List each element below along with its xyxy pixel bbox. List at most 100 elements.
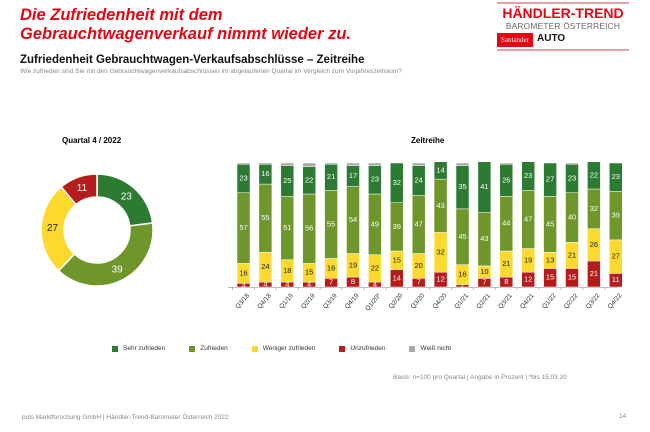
bar-value-label: 47 xyxy=(415,219,423,228)
bar-value-label: 18 xyxy=(283,266,291,275)
footer: puls Marktforschung GmbH | Händler-Trend… xyxy=(22,414,229,421)
bar-value-label: 4 xyxy=(285,280,289,289)
headline: Die Zufriedenheit mit dem Gebrauchtwagen… xyxy=(20,6,351,43)
bar-value-label: 7 xyxy=(417,278,421,287)
bar-value-label: 45 xyxy=(458,232,466,241)
bar-value-label: 7 xyxy=(329,278,333,287)
bar-value-label: 24 xyxy=(261,262,269,271)
bar-value-label: 15 xyxy=(546,273,554,282)
legend-swatch xyxy=(112,345,118,352)
question-text: Wie zufrieden sind Sie mit den Gebraucht… xyxy=(20,68,402,75)
legend-label: Weniger zufrieden xyxy=(262,345,316,352)
legend-label: Unzufrieden xyxy=(350,345,386,352)
donut-label: 39 xyxy=(112,264,124,275)
bar-value-label: 2 xyxy=(460,281,464,290)
bar-value-label: 23 xyxy=(239,173,247,182)
x-tick-label: Q4/19 xyxy=(344,292,361,310)
bar-value-label: 32 xyxy=(393,178,401,187)
logo-subtitle: BAROMETER ÖSTERREICH xyxy=(505,21,621,31)
bar-value-label: 21 xyxy=(568,250,576,259)
donut-label: 23 xyxy=(121,191,133,202)
legend-label: Sehr zufrieden xyxy=(123,345,166,352)
bar-value-label: 56 xyxy=(305,224,313,233)
x-tick-label: Q1/21 xyxy=(453,292,470,310)
bar-value-label: 15 xyxy=(305,268,313,277)
bar-value-label: 39 xyxy=(393,222,401,231)
logo-title: HÄNDLER-TREND xyxy=(497,2,629,21)
bar-value-label: 16 xyxy=(239,268,247,277)
bar-segment-sehr xyxy=(477,161,492,213)
x-tick-label: Q4/20 xyxy=(431,292,448,310)
subtitle: Zufriedenheit Gebrauchtwagen-Verkaufsabs… xyxy=(20,54,365,66)
bar-value-label: 11 xyxy=(612,275,620,284)
bar-value-label: 14 xyxy=(436,165,444,174)
legend-item-unzufrieden: Unzufrieden xyxy=(339,345,385,352)
donut-slice-zufrieden xyxy=(57,222,154,287)
x-tick-label: Q3/21 xyxy=(497,292,514,310)
x-tick-label: Q4/18 xyxy=(256,292,273,310)
x-tick-label: Q4/22 xyxy=(607,292,624,310)
x-tick-label: Q1/19 xyxy=(278,292,295,310)
bar-segment-weiss xyxy=(346,162,360,166)
bar-value-label: 24 xyxy=(415,175,423,184)
bar-value-label: 19 xyxy=(524,255,532,264)
santander-logo: Santander xyxy=(497,33,533,47)
bar-segment-weiss xyxy=(324,162,338,165)
legend: Sehr zufrieden Zufrieden Weniger zufrieden… xyxy=(112,345,475,352)
donut-label: 11 xyxy=(77,183,88,194)
bar-value-label: 13 xyxy=(546,255,554,264)
legend-item-zufrieden: Zufrieden xyxy=(189,345,228,352)
bar-value-label: 14 xyxy=(393,273,401,282)
bar-value-label: 17 xyxy=(349,171,357,180)
x-tick-label: Q3/18 xyxy=(234,292,251,310)
bar-segment-weiss xyxy=(368,162,382,166)
x-tick-label: Q4/21 xyxy=(519,292,536,310)
basis-note: Basis: n=100 pro Quartal | Angabe in Pro… xyxy=(393,374,567,381)
bar-segment-sehr xyxy=(433,161,448,180)
bar-value-label: 23 xyxy=(371,175,379,184)
x-tick-label: Q1/20* xyxy=(364,292,383,312)
bar-segment-weiss xyxy=(302,162,316,167)
x-tick-label: Q3/22 xyxy=(585,292,602,310)
bar-segment-weiss xyxy=(565,162,579,165)
bars-title: Zeitreihe xyxy=(411,136,445,145)
donut-label: 27 xyxy=(47,223,59,234)
bar-value-label: 45 xyxy=(546,219,554,228)
bar-value-label: 22 xyxy=(305,175,313,184)
bar-segment-weiss xyxy=(411,162,426,166)
bar-segment-sehr xyxy=(609,162,623,192)
bar-value-label: 22 xyxy=(590,170,598,179)
bar-value-label: 32 xyxy=(590,204,598,213)
x-tick-label: Q2/22 xyxy=(563,292,580,310)
legend-label: Weiß nicht xyxy=(420,345,452,352)
bar-value-label: 8 xyxy=(351,277,355,286)
bar-value-label: 55 xyxy=(327,219,335,228)
bar-value-label: 27 xyxy=(612,252,620,261)
bar-value-label: 22 xyxy=(371,263,379,272)
bar-segment-weiss xyxy=(236,162,251,165)
bar-segment-weiss xyxy=(280,162,295,166)
bar-value-label: 21 xyxy=(327,172,335,181)
bar-value-label: 4 xyxy=(307,280,311,289)
bar-value-label: 54 xyxy=(349,215,357,224)
bar-value-label: 26 xyxy=(502,175,510,184)
bar-value-label: 39 xyxy=(612,211,620,220)
bar-value-label: 23 xyxy=(568,173,576,182)
legend-label: Zufrieden xyxy=(200,345,228,352)
bar-value-label: 47 xyxy=(524,214,532,223)
bar-value-label: 25 xyxy=(283,176,291,185)
bar-value-label: 3 xyxy=(241,280,245,289)
chart-canvas: 233927113165723Q3/184245516Q4/184185125Q… xyxy=(40,161,624,312)
bar-segment-weiss xyxy=(455,162,470,166)
bar-value-label: 12 xyxy=(524,275,532,284)
bar-segment-sehr xyxy=(543,162,557,197)
bar-value-label: 55 xyxy=(261,213,269,222)
bar-value-label: 49 xyxy=(371,219,379,228)
bar-segment-sehr xyxy=(390,162,404,203)
donut-title: Quartal 4 / 2022 xyxy=(62,136,122,145)
bar-value-label: 4 xyxy=(263,280,267,289)
bar-segment-sehr xyxy=(521,161,535,191)
bar-value-label: 16 xyxy=(327,263,335,272)
bar-value-label: 44 xyxy=(502,219,510,228)
bar-value-label: 12 xyxy=(436,275,444,284)
